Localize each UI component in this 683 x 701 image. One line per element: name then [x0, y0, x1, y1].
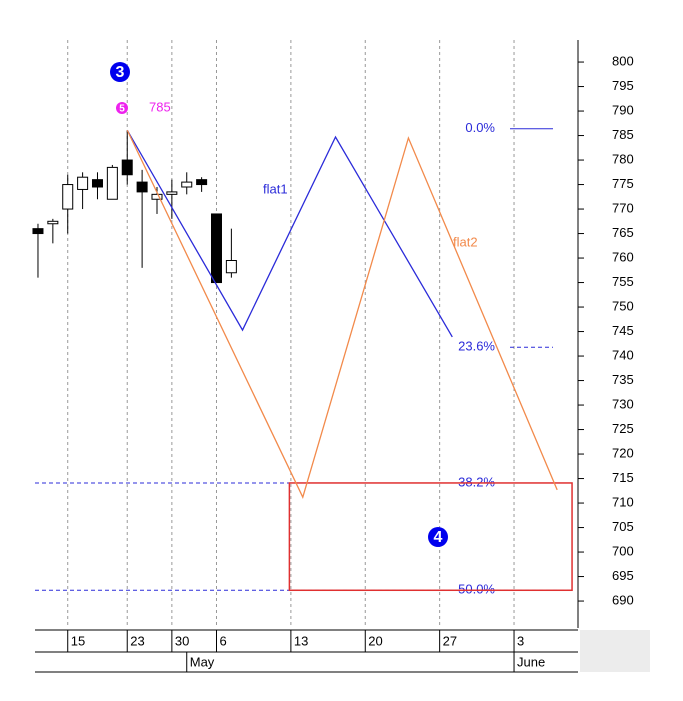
- corner-panel: [580, 630, 650, 672]
- y-tick-label: 705: [612, 519, 634, 534]
- candle-body: [32, 228, 44, 235]
- y-tick-label: 775: [612, 176, 634, 191]
- x-tick-label: 30: [175, 633, 189, 648]
- wave-marker-label: 4: [434, 529, 443, 546]
- candle-body: [210, 213, 222, 284]
- candle-body: [225, 260, 237, 274]
- wave-price-label: 785: [149, 99, 171, 114]
- y-tick-label: 745: [612, 323, 634, 338]
- fib-label: 23.6%: [458, 339, 495, 354]
- wave-marker-label: 5: [119, 104, 125, 115]
- y-tick-label: 785: [612, 127, 634, 142]
- candle-body: [91, 179, 103, 188]
- wave-marker: [116, 102, 128, 114]
- wave-marker: [428, 527, 448, 547]
- candle-body: [47, 220, 59, 225]
- candle-body: [151, 193, 163, 200]
- candle-body: [106, 166, 118, 200]
- x-tick-label: 13: [294, 633, 308, 648]
- y-tick-label: 740: [612, 347, 634, 362]
- wave-line-label: flat1: [263, 181, 288, 196]
- wave-line-label: flat2: [453, 234, 478, 249]
- x-tick-label: 27: [443, 633, 457, 648]
- month-label: May: [190, 654, 215, 669]
- y-tick-label: 790: [612, 102, 634, 117]
- wave-line: [126, 129, 453, 338]
- wave-marker: [110, 62, 130, 82]
- y-tick-label: 700: [612, 543, 634, 558]
- candle-body: [181, 181, 193, 188]
- y-tick-label: 800: [612, 53, 634, 68]
- month-label: June: [517, 654, 545, 669]
- x-tick-label: 15: [71, 633, 85, 648]
- y-tick-label: 715: [612, 470, 634, 485]
- candle-body: [136, 181, 148, 193]
- y-tick-label: 710: [612, 494, 634, 509]
- fib-label: 0.0%: [465, 120, 495, 135]
- fib-label: 38.2%: [458, 474, 495, 489]
- y-tick-label: 720: [612, 445, 634, 460]
- candle-body: [196, 179, 208, 186]
- y-tick-label: 690: [612, 592, 634, 607]
- y-tick-label: 730: [612, 396, 634, 411]
- target-box: [288, 482, 573, 592]
- y-tick-label: 725: [612, 421, 634, 436]
- y-tick-label: 795: [612, 78, 634, 93]
- candle-body: [62, 184, 74, 210]
- y-tick-label: 750: [612, 298, 634, 313]
- y-tick-label: 735: [612, 372, 634, 387]
- x-tick-label: 3: [517, 633, 524, 648]
- fib-label: 50.0%: [458, 582, 495, 597]
- candle-body: [166, 191, 178, 195]
- y-tick-label: 780: [612, 151, 634, 166]
- y-tick-label: 770: [612, 200, 634, 215]
- x-tick-label: 6: [219, 633, 226, 648]
- x-tick-label: 20: [368, 633, 382, 648]
- x-tick-label: 23: [130, 633, 144, 648]
- y-tick-label: 765: [612, 225, 634, 240]
- wave-marker-label: 3: [116, 64, 125, 81]
- candle-body: [77, 176, 89, 190]
- wave-line: [126, 129, 558, 499]
- y-tick-label: 755: [612, 274, 634, 289]
- y-tick-label: 760: [612, 249, 634, 264]
- candle-body: [121, 159, 133, 176]
- y-tick-label: 695: [612, 568, 634, 583]
